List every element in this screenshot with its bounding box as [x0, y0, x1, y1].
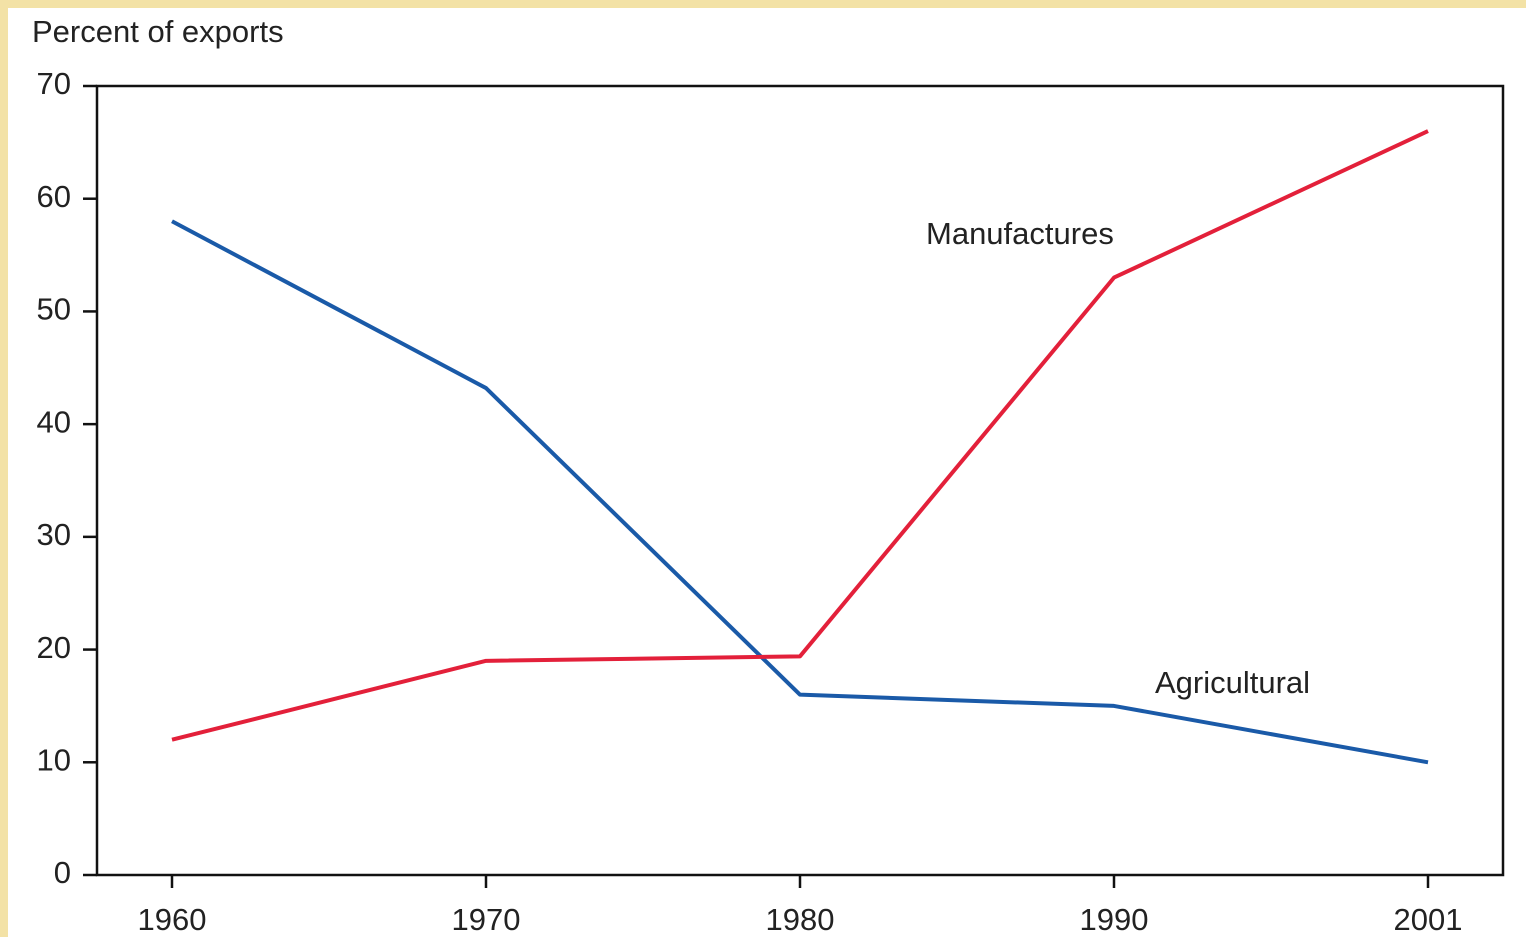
y-tick-label: 60 — [37, 179, 71, 214]
x-tick-label: 2001 — [1394, 902, 1463, 937]
x-tick-label: 1970 — [452, 902, 521, 937]
series-line — [171, 129, 1429, 742]
y-tick-label: 20 — [37, 630, 71, 665]
y-tick-label: 0 — [54, 855, 71, 890]
y-tick-label: 40 — [37, 404, 71, 439]
x-tick-label: 1960 — [138, 902, 207, 937]
y-tick-label: 10 — [37, 742, 71, 777]
y-tick-label: 70 — [37, 66, 71, 101]
series-label: Manufactures — [926, 216, 1114, 251]
y-axis-title: Percent of exports — [32, 14, 284, 49]
series-line — [171, 219, 1429, 765]
x-tick-label: 1980 — [766, 902, 835, 937]
chart-background — [8, 8, 1526, 937]
series-label: Agricultural — [1155, 665, 1310, 700]
y-tick-label: 50 — [37, 292, 71, 327]
x-tick-label: 1990 — [1080, 902, 1149, 937]
y-tick-label: 30 — [37, 517, 71, 552]
